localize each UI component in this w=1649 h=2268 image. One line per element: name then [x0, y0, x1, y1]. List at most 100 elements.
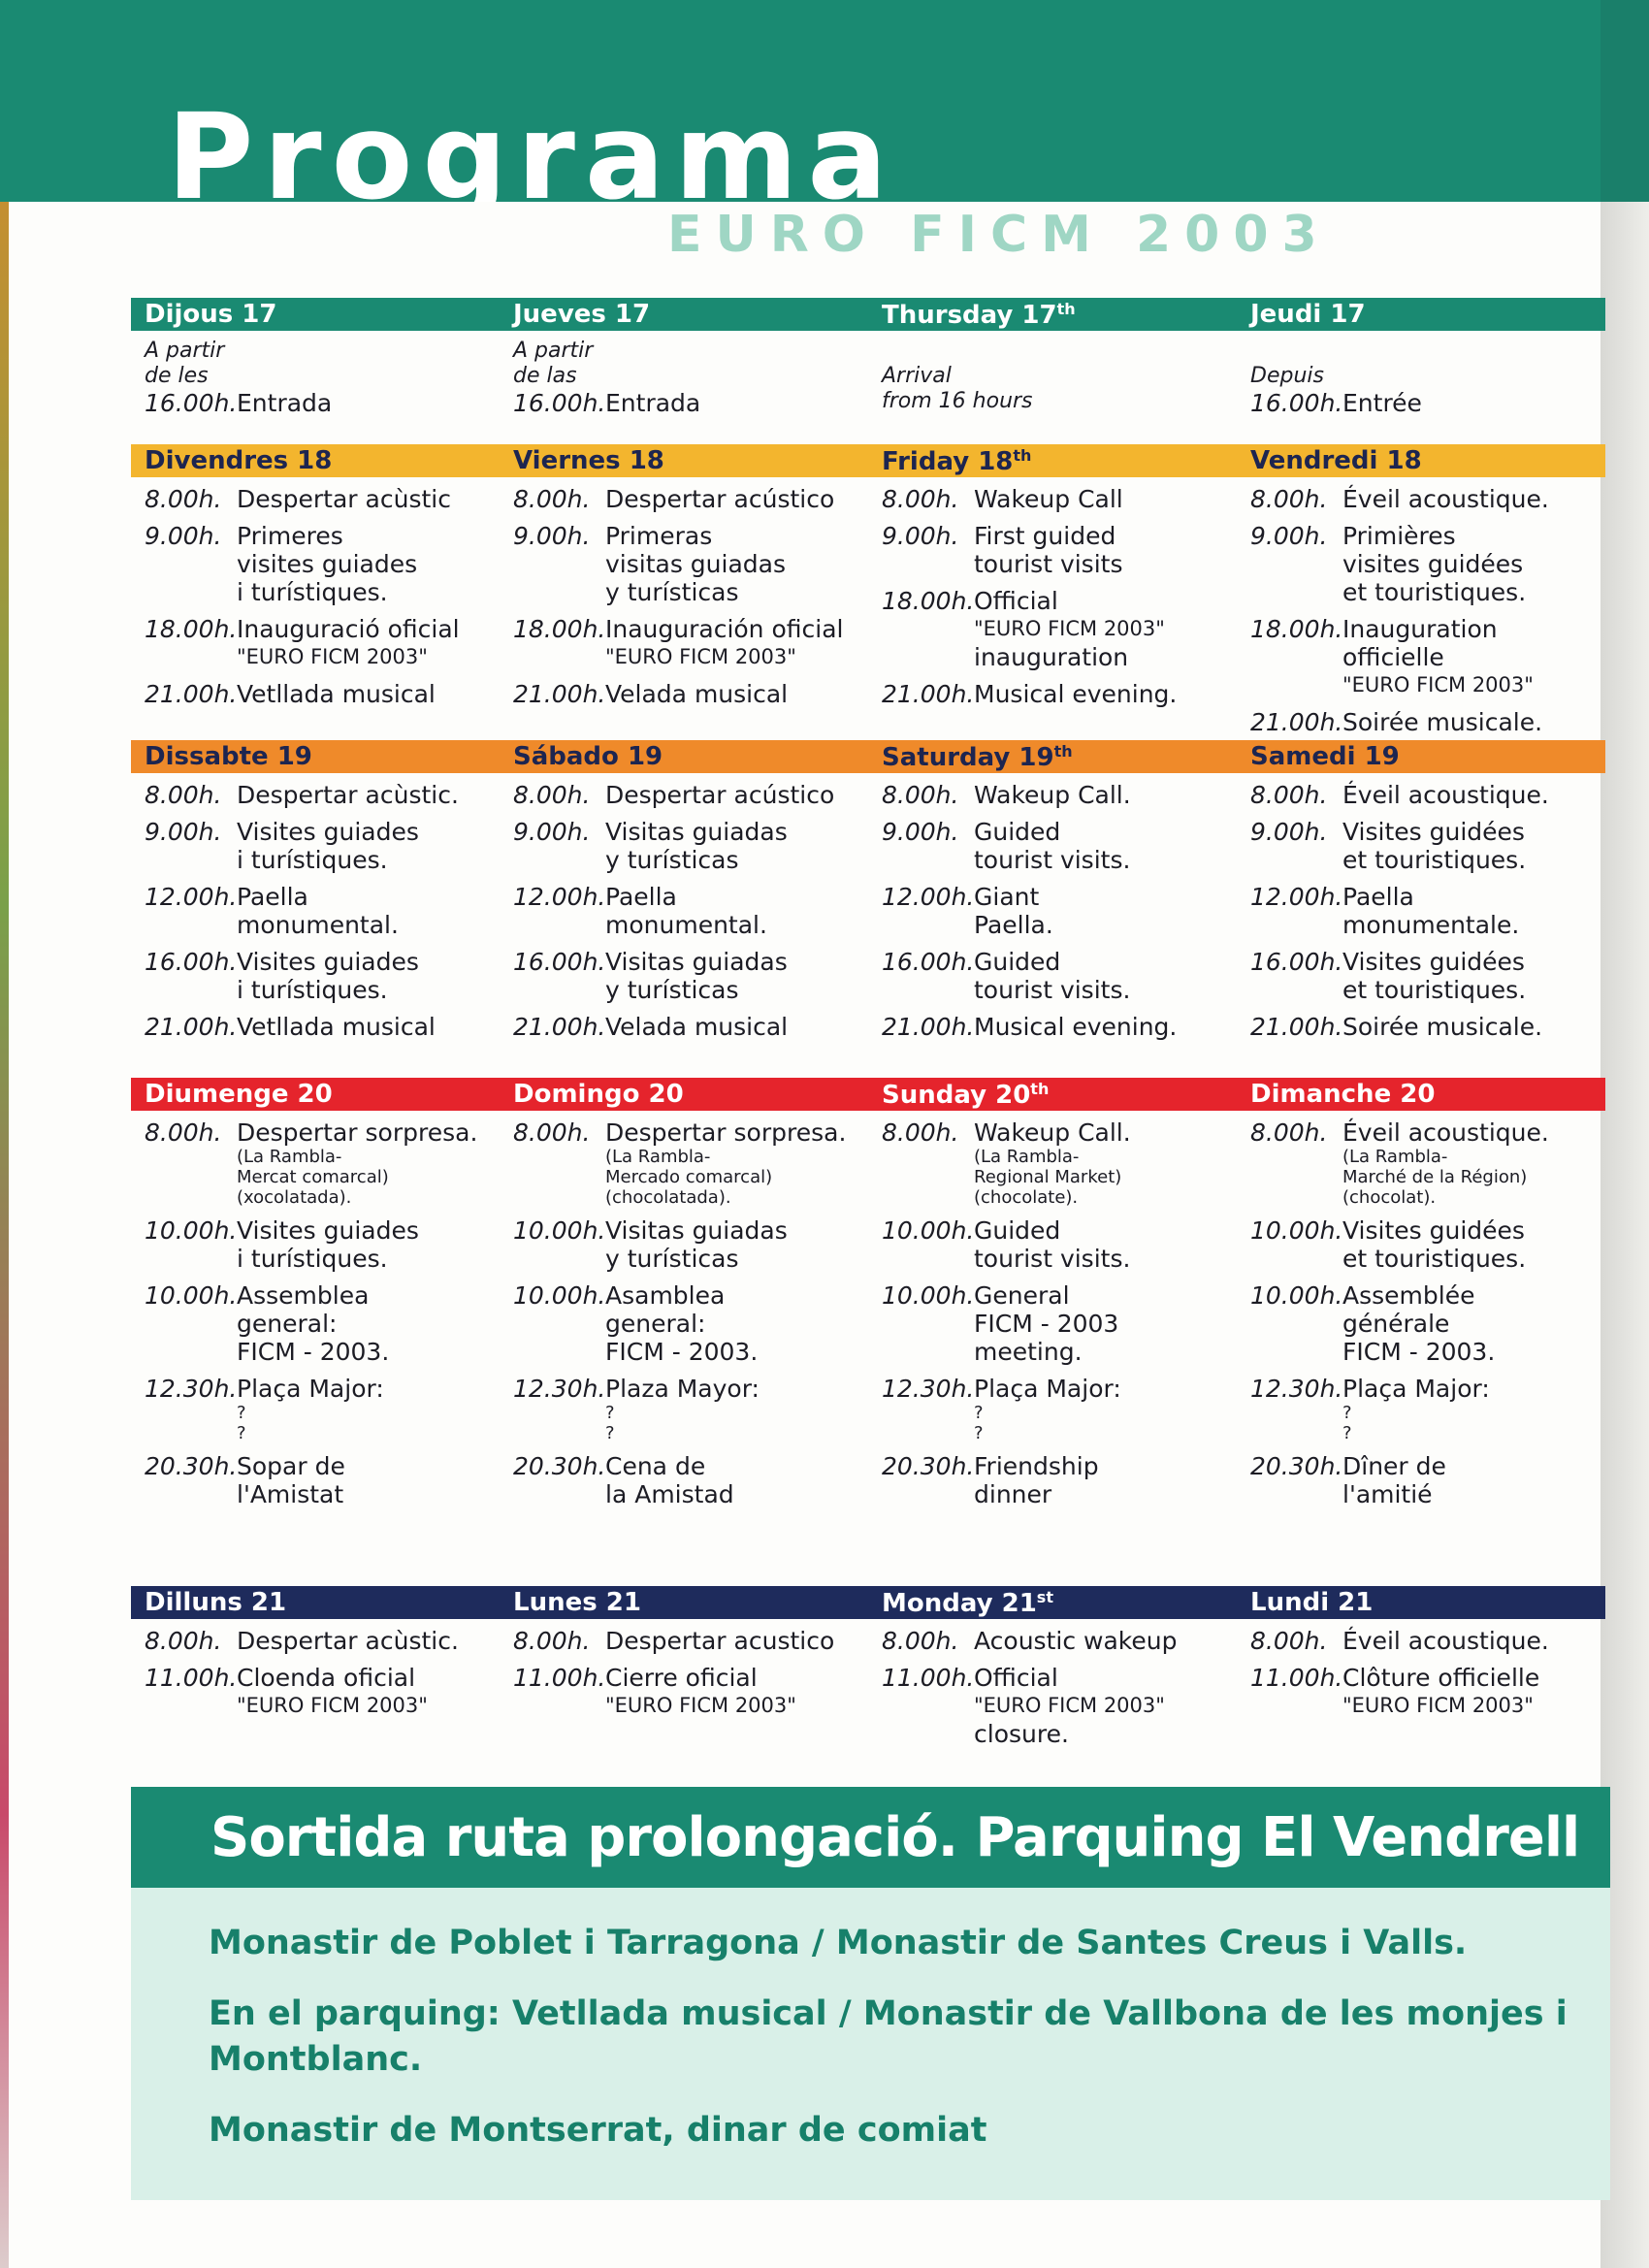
entry-text: Soirée musicale. — [1342, 1013, 1542, 1041]
entry-time: 8.00h. — [1250, 1118, 1328, 1147]
day-section: Dissabte 19 Sábado 19 Saturday 19th Samedi … — [131, 740, 1605, 1078]
entry-row: 21.00h. Soirée musicale. — [1250, 708, 1605, 736]
entry-row: 11.00h. Cierre oficial "EURO FICM 2003" — [513, 1664, 868, 1720]
entry-row: 21.00h. Velada musical — [513, 680, 868, 708]
entry-line: et touristiques. — [1342, 976, 1527, 1004]
entry-line: Primières — [1342, 522, 1456, 550]
entry-row: 16.00h. Visites guidées et touristiques. — [1250, 948, 1605, 1004]
entry-line: Despertar sorpresa. — [605, 1118, 847, 1147]
entry: 9.00h. Guided tourist visits. — [882, 818, 1237, 874]
entry: 9.00h. Primeras visitas guiadas y turística… — [513, 522, 868, 606]
entry-text: Friendship dinner — [974, 1452, 1099, 1508]
entry-text: Visitas guiadas y turísticas — [605, 1216, 788, 1273]
entry-row: 21.00h. Velada musical — [513, 1013, 868, 1041]
entry-row: 8.00h. Despertar sorpresa. (La Rambla- Merc… — [145, 1118, 500, 1208]
entry-time: 10.00h. — [145, 1216, 238, 1245]
title: Programa — [167, 89, 897, 202]
entry-text: Paella monumentale. — [1342, 883, 1519, 939]
entry-row: 8.00h. Wakeup Call. (La Rambla- Regional Ma… — [882, 1118, 1237, 1208]
entry-line: Guided — [974, 948, 1061, 976]
entry-text: Despertar acùstic. — [237, 781, 459, 809]
entry-row: 10.00h. Visites guiades i turístiques. — [145, 1216, 500, 1273]
day-columns: 8.00h. Despertar sorpresa. (La Rambla- Merc… — [131, 1111, 1605, 1517]
entry-row: 10.00h. Asamblea general: FICM - 2003. — [513, 1281, 868, 1366]
entry-line: Visitas guiadas — [605, 948, 788, 976]
entry-line: Plaza Mayor: — [605, 1375, 760, 1403]
day-column: 8.00h. Despertar sorpresa. (La Rambla- Merc… — [500, 1118, 868, 1517]
day-heading: Vendredi 18 — [1237, 446, 1605, 475]
entry-row: 9.00h. Primeras visitas guiadas y turística… — [513, 522, 868, 606]
entry-line: general: — [605, 1310, 706, 1338]
entry-line: Plaça Major: — [237, 1375, 384, 1403]
heading-suffix: th — [1013, 445, 1032, 465]
entry-line: tourist visits. — [974, 1245, 1131, 1273]
day-heading: Divendres 18 — [131, 446, 500, 475]
entry-row: 16.00h. Entrada — [513, 389, 868, 417]
entry-row: 16.00h. Visitas guiadas y turísticas — [513, 948, 868, 1004]
entry-line: "EURO FICM 2003" — [605, 1694, 796, 1717]
entry-line: et touristiques. — [1342, 846, 1527, 874]
entry-text: Guided tourist visits. — [974, 818, 1130, 874]
entry-time: 9.00h. — [1250, 818, 1328, 846]
entry-line: Visites guidées — [1342, 948, 1525, 976]
entry-text: Éveil acoustique. — [1342, 1627, 1549, 1655]
entry-time: 8.00h. — [1250, 1627, 1328, 1655]
entry-line: visitas guiadas — [605, 550, 786, 578]
entry-line: FICM - 2003. — [605, 1338, 759, 1366]
entry-note: (xocolatada). — [237, 1187, 352, 1208]
entry-time: 21.00h. — [1250, 708, 1343, 736]
entry-row: 16.00h. Entrée — [1250, 389, 1605, 417]
entry-line: Despertar sorpresa. — [237, 1118, 478, 1147]
entry-line: Assemblea — [237, 1281, 370, 1310]
entry-time: 8.00h. — [145, 781, 222, 809]
entry-line: Velada musical — [605, 680, 789, 708]
entry-text: Primeres visites guiades i turístiques. — [237, 522, 417, 606]
entry: 8.00h. Despertar acùstic. — [145, 1627, 500, 1655]
entry: 12.30h. Plaça Major:?? — [882, 1375, 1237, 1443]
entry-time: 20.30h. — [882, 1452, 975, 1480]
heading-text: Saturday 19 — [882, 742, 1054, 772]
entry-line: closure. — [974, 1720, 1069, 1748]
entry: 20.30h. Cena de la Amistad — [513, 1452, 868, 1508]
entry-row: 10.00h. Assemblea general: FICM - 2003. — [145, 1281, 500, 1366]
entry: 8.00h. Despertar acustico — [513, 1627, 868, 1655]
entry-text: General FICM - 2003 meeting. — [974, 1281, 1118, 1366]
entry-line: Sopar de — [237, 1452, 345, 1480]
entry-text: Soirée musicale. — [1342, 708, 1542, 736]
entry-row: 18.00h. Official "EURO FICM 2003" inaugurat… — [882, 587, 1237, 671]
entry-line: tourist visits. — [974, 846, 1131, 874]
entry-line: Official — [974, 587, 1058, 615]
entry-time: 21.00h. — [882, 680, 975, 708]
entry-line: visites guidées — [1342, 550, 1524, 578]
entry-line: Inauguration officielle — [1342, 615, 1498, 671]
entry-row: 10.00h. Assemblée générale FICM - 2003. — [1250, 1281, 1605, 1366]
entry-note: ? — [237, 1403, 246, 1423]
entry-time: 16.00h. — [1250, 389, 1343, 417]
entry-line: Visitas guiadas — [605, 818, 788, 846]
entry-row: 21.00h. Musical evening. — [882, 680, 1237, 708]
entry: 8.00h. Despertar sorpresa. (La Rambla- Merc… — [513, 1118, 868, 1208]
entry-time: 21.00h. — [145, 1013, 238, 1041]
entry-line: First guided — [974, 522, 1116, 550]
entry-line: monumental. — [237, 911, 399, 939]
entry-text: Plaça Major:?? — [1342, 1375, 1490, 1443]
entry-row: 8.00h. Despertar acustico — [513, 1627, 868, 1655]
entry-line: Cloenda oficial — [237, 1664, 416, 1692]
entry-row: 8.00h. Despertar acústico — [513, 485, 868, 513]
entry-text: Despertar acústico — [605, 781, 834, 809]
entry-line: Paella. — [974, 911, 1053, 939]
entry-text: Cierre oficial "EURO FICM 2003" — [605, 1664, 796, 1720]
entry-time: 16.00h. — [145, 389, 238, 417]
entry-line: Visites guiades — [237, 948, 419, 976]
entry: 21.00h. Musical evening. — [882, 680, 1237, 708]
entry-line: Despertar acustico — [605, 1627, 835, 1655]
day-column: 8.00h. Despertar acùstic. 11.00h. Cloenda o… — [131, 1627, 500, 1757]
entry-text: Visites guidées et touristiques. — [1342, 818, 1526, 874]
entry-line: i turístiques. — [237, 1245, 388, 1273]
entry-time: 10.00h. — [513, 1216, 606, 1245]
entry: 12.00h. Paella monumentale. — [1250, 883, 1605, 939]
entry-text: Cloenda oficial "EURO FICM 2003" — [237, 1664, 428, 1720]
entry-row: 11.00h. Official "EURO FICM 2003" closure. — [882, 1664, 1237, 1748]
entry-time: 11.00h. — [145, 1664, 238, 1692]
day-heading: Jueves 17 — [500, 300, 868, 329]
